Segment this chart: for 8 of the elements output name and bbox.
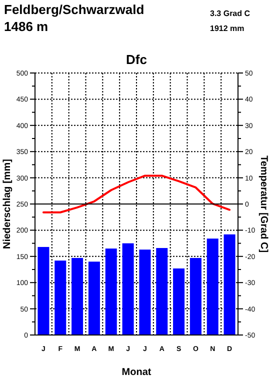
chart-subtitle: 1486 m [4, 19, 48, 34]
y2-axis-title: Temperatur [Grad C] [258, 155, 269, 253]
x-axis-title: Monat [122, 367, 152, 378]
y-axis-title: Niederschlag [mm] [2, 158, 13, 250]
text: 3.3 Grad C [210, 9, 250, 18]
chart-title: Feldberg/Schwarzwald [4, 2, 144, 17]
text: 1912 mm [210, 24, 244, 33]
text: Dfc [126, 52, 147, 67]
